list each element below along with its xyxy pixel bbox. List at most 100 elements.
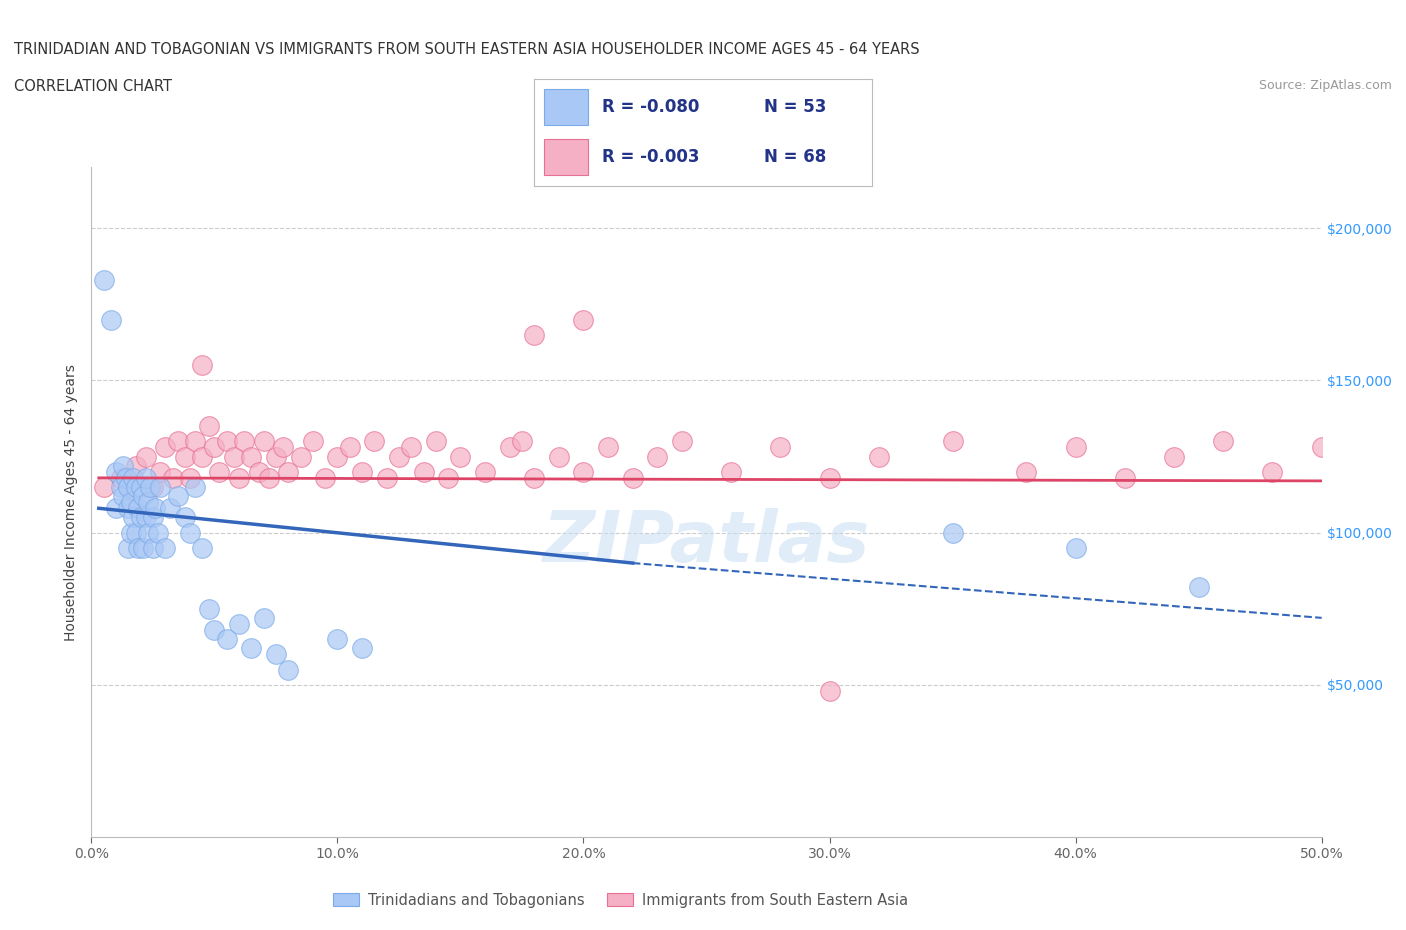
Point (474, 464, 496, 479)
Point (1261, 464, 1284, 479)
Legend: Trinidadians and Tobagonians, Immigrants from South Eastern Asia: Trinidadians and Tobagonians, Immigrants… (328, 886, 914, 913)
Point (596, 440, 619, 455)
Point (136, 495, 159, 510)
Point (153, 440, 177, 455)
Point (264, 647, 287, 662)
Point (174, 510, 197, 525)
Point (363, 434, 385, 449)
Point (145, 501, 166, 516)
Point (124, 458, 146, 473)
Point (105, 501, 127, 516)
Point (352, 464, 374, 479)
Point (228, 471, 250, 485)
Point (868, 449, 890, 464)
Point (247, 464, 270, 479)
Point (146, 525, 169, 540)
Text: R = -0.003: R = -0.003 (602, 148, 699, 166)
Point (159, 501, 181, 516)
Point (124, 525, 146, 540)
Text: N = 68: N = 68 (763, 148, 825, 166)
Point (142, 510, 165, 525)
Point (1114, 471, 1136, 485)
Point (117, 501, 139, 516)
Point (202, 622, 225, 637)
Point (253, 434, 276, 449)
Text: R = -0.080: R = -0.080 (602, 98, 699, 116)
Point (183, 480, 207, 495)
Point (127, 540, 149, 555)
Point (449, 449, 471, 464)
Point (523, 471, 546, 485)
Text: CORRELATION CHART: CORRELATION CHART (14, 79, 172, 94)
Point (1064, 540, 1087, 555)
Point (105, 464, 127, 479)
Point (135, 510, 156, 525)
Bar (544, 139, 588, 175)
Point (1187, 580, 1209, 595)
Point (412, 464, 434, 479)
Point (149, 480, 172, 495)
Point (498, 440, 520, 455)
Point (510, 434, 533, 449)
Point (375, 471, 398, 485)
Point (202, 440, 225, 455)
Point (240, 641, 263, 656)
Point (129, 480, 152, 495)
Point (114, 471, 138, 485)
Point (132, 488, 155, 503)
Point (112, 458, 135, 473)
Point (264, 449, 287, 464)
Point (198, 418, 221, 433)
Point (339, 440, 361, 455)
Text: TRINIDADIAN AND TOBAGONIAN VS IMMIGRANTS FROM SOUTH EASTERN ASIA HOUSEHOLDER INC: TRINIDADIAN AND TOBAGONIAN VS IMMIGRANTS… (14, 42, 920, 57)
Point (110, 480, 132, 495)
Point (166, 488, 188, 503)
Point (117, 540, 139, 555)
Text: N = 53: N = 53 (763, 98, 827, 116)
Point (290, 449, 312, 464)
Point (425, 434, 447, 449)
Point (166, 434, 188, 449)
Point (179, 471, 201, 485)
Text: Source: ZipAtlas.com: Source: ZipAtlas.com (1258, 79, 1392, 92)
Point (112, 488, 135, 503)
Point (523, 327, 546, 342)
Point (122, 471, 145, 485)
Y-axis label: Householder Income Ages 45 - 64 years: Householder Income Ages 45 - 64 years (65, 364, 79, 641)
Point (257, 471, 280, 485)
Point (1163, 449, 1185, 464)
Point (117, 480, 139, 495)
Point (120, 525, 142, 540)
Point (645, 449, 669, 464)
Point (93, 272, 115, 287)
Point (142, 480, 165, 495)
Bar (544, 88, 588, 125)
Point (547, 449, 569, 464)
Point (191, 540, 214, 555)
Point (314, 471, 336, 485)
Point (818, 684, 841, 698)
Point (124, 480, 146, 495)
Point (769, 440, 792, 455)
Point (818, 471, 841, 485)
Point (277, 464, 299, 479)
Point (572, 312, 595, 327)
Point (208, 464, 231, 479)
Point (127, 501, 149, 516)
Point (232, 434, 256, 449)
Point (1336, 471, 1358, 485)
Point (437, 471, 460, 485)
Point (941, 434, 963, 449)
Point (222, 449, 246, 464)
Point (228, 617, 250, 631)
Point (240, 449, 263, 464)
Point (135, 471, 156, 485)
Point (671, 434, 693, 449)
Point (399, 440, 422, 455)
Point (179, 525, 201, 540)
Point (215, 631, 238, 646)
Point (191, 358, 214, 373)
Point (191, 449, 214, 464)
Point (100, 312, 122, 327)
Point (1310, 440, 1333, 455)
